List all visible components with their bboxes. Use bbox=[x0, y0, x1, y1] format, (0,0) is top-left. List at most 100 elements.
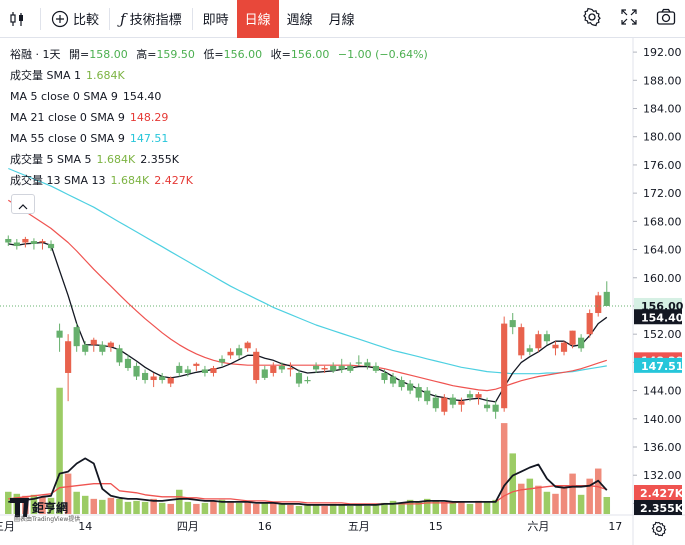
candle-body bbox=[518, 327, 525, 356]
x-tick-label: 四月 bbox=[177, 520, 199, 533]
legend: 裕融 · 1天 開=158.00 高=159.50 低=156.00 收=156… bbox=[10, 44, 433, 191]
volume-tag-label: 2.355K bbox=[640, 502, 684, 515]
candle-body bbox=[295, 372, 303, 384]
legend-indicator-row[interactable]: 成交量 13 SMA 13 1.684K 2.427K bbox=[10, 170, 433, 191]
volume-bar bbox=[261, 502, 269, 514]
volume-bar bbox=[227, 501, 234, 514]
toolbar-right bbox=[573, 0, 685, 38]
volume-bar bbox=[406, 499, 414, 514]
candle-body bbox=[321, 368, 328, 370]
volume-bar bbox=[73, 491, 80, 514]
chart-style-button[interactable] bbox=[0, 0, 38, 38]
y-tick-label: 164.00 bbox=[643, 244, 682, 257]
indicator-value: 1.684K bbox=[110, 174, 150, 187]
volume-bar bbox=[552, 493, 559, 514]
volume-bar bbox=[201, 502, 209, 514]
fullscreen-icon bbox=[620, 8, 638, 30]
volume-bar bbox=[312, 504, 320, 514]
indicator-value: 1.684K bbox=[96, 153, 136, 166]
candle-body bbox=[201, 369, 209, 373]
candle-body bbox=[347, 365, 354, 371]
interval-daily[interactable]: 日線 bbox=[236, 0, 279, 38]
volume-bar bbox=[594, 468, 602, 514]
volume-bar bbox=[107, 497, 115, 514]
volume-bar bbox=[398, 502, 405, 514]
fullscreen-button[interactable] bbox=[611, 0, 647, 38]
candle-body bbox=[595, 295, 602, 314]
compare-plus-icon bbox=[51, 10, 69, 28]
candle-body bbox=[372, 365, 380, 371]
indicators-button[interactable]: ƒ 技術指標 bbox=[112, 0, 190, 38]
interval-realtime[interactable]: 即時 bbox=[195, 0, 237, 38]
candle-body bbox=[466, 394, 474, 398]
x-tick-label: 16 bbox=[258, 520, 272, 533]
volume-bar bbox=[141, 501, 149, 514]
volume-bar bbox=[81, 495, 89, 514]
chart-canvas[interactable]: 192.00 188.00 184.00 180.00 176.00 172.00 168.… bbox=[0, 38, 685, 545]
volume-bar bbox=[295, 505, 303, 514]
volume-bar bbox=[526, 478, 534, 514]
volume-bar bbox=[47, 497, 55, 514]
candle-body bbox=[381, 372, 388, 381]
candle-body bbox=[82, 344, 89, 352]
candle-body bbox=[141, 372, 149, 381]
volume-bar bbox=[381, 502, 388, 514]
tradingview-logo-icon bbox=[10, 498, 29, 517]
y-tick-label: 192.00 bbox=[643, 46, 682, 59]
settings-button[interactable] bbox=[573, 0, 611, 38]
indicator-value: 2.427K bbox=[154, 174, 193, 187]
interval-weekly[interactable]: 週線 bbox=[279, 0, 321, 38]
candle-body bbox=[526, 348, 533, 352]
legend-indicator-row[interactable]: MA 5 close 0 SMA 9 154.40 bbox=[10, 86, 433, 107]
candle-body bbox=[227, 351, 234, 356]
indicator-value: 148.29 bbox=[129, 111, 169, 124]
x-tick-label: 15 bbox=[429, 520, 443, 533]
x-tick-label: 六月 bbox=[527, 520, 549, 533]
candle-body bbox=[355, 362, 362, 364]
volume-tag-label: 2.427K bbox=[640, 487, 684, 500]
candle-body bbox=[150, 376, 157, 381]
candle-body bbox=[552, 344, 559, 349]
legend-ohlc-row: 裕融 · 1天 開=158.00 高=159.50 低=156.00 收=156… bbox=[10, 44, 433, 65]
candle-body bbox=[389, 376, 397, 384]
volume-bar bbox=[355, 504, 363, 514]
candle-body bbox=[330, 365, 337, 371]
symbol-title: 裕融 · 1天 bbox=[10, 48, 61, 61]
indicator-name: MA 5 close 0 SMA 9 bbox=[10, 90, 118, 103]
legend-indicator-row[interactable]: 成交量 5 SMA 5 1.684K 2.355K bbox=[10, 149, 433, 170]
interval-monthly[interactable]: 月線 bbox=[321, 0, 363, 38]
y-tick-label: 168.00 bbox=[643, 215, 682, 228]
candle-body bbox=[304, 380, 311, 382]
volume-bar bbox=[193, 503, 200, 514]
price-tag-bg bbox=[634, 309, 682, 325]
candle-body bbox=[30, 241, 38, 244]
candle-body bbox=[13, 242, 20, 247]
volume-bar bbox=[39, 496, 46, 514]
volume-bar bbox=[415, 501, 422, 514]
compare-button[interactable]: 比較 bbox=[43, 0, 107, 38]
logo-subtext: 圖表由TradingView提供 bbox=[14, 516, 81, 523]
settings-gear-icon bbox=[582, 7, 602, 31]
x-tick-label: 17 bbox=[608, 520, 622, 533]
y-tick-label: 152.00 bbox=[643, 328, 682, 341]
legend-collapse-button[interactable] bbox=[11, 194, 35, 214]
candle-body bbox=[107, 342, 114, 347]
brand-logo: 鉅亨網 圖表由TradingView提供 bbox=[8, 492, 88, 532]
candle-body bbox=[535, 334, 542, 349]
volume-bar bbox=[492, 499, 499, 514]
legend-indicator-row[interactable]: 成交量 SMA 1 1.684K bbox=[10, 65, 433, 86]
candle-body bbox=[65, 341, 72, 373]
legend-indicator-row[interactable]: MA 21 close 0 SMA 9 148.29 bbox=[10, 107, 433, 128]
candle-body bbox=[338, 365, 345, 370]
volume-tag-bg bbox=[634, 500, 682, 515]
snapshot-button[interactable] bbox=[647, 0, 685, 38]
candle-body bbox=[475, 394, 482, 398]
candle-body bbox=[501, 323, 508, 409]
legend-indicator-row[interactable]: MA 55 close 0 SMA 9 147.51 bbox=[10, 128, 433, 149]
candle-body bbox=[244, 342, 251, 349]
high-value: 159.50 bbox=[156, 48, 195, 61]
volume-bar bbox=[278, 503, 286, 514]
indicator-name: 成交量 13 SMA 13 bbox=[10, 174, 106, 187]
volume-bar bbox=[184, 501, 192, 514]
volume-bar bbox=[577, 494, 585, 514]
